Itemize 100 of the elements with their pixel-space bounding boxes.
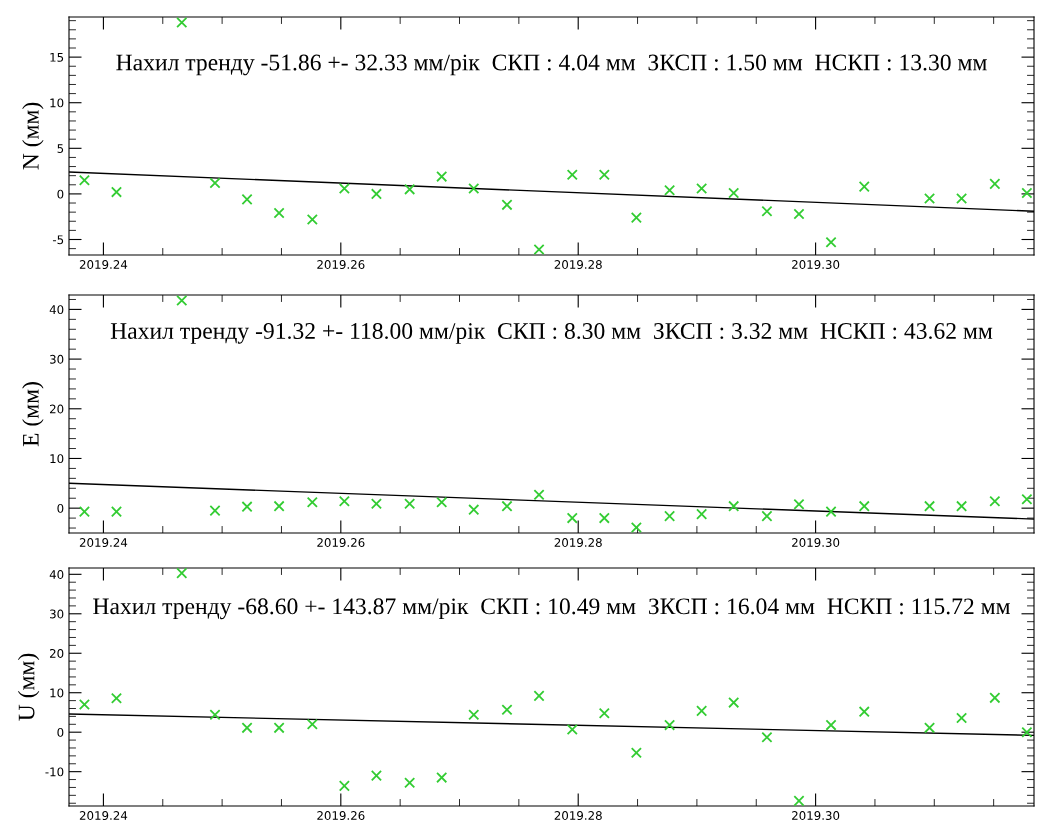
y-tick-label: 0 — [57, 189, 64, 199]
y-axis-title: E (мм) — [22, 382, 44, 447]
x-tick-label: 2019.24 — [79, 811, 128, 820]
point — [728, 697, 740, 709]
point — [501, 199, 513, 211]
point — [956, 500, 968, 512]
point — [436, 496, 448, 508]
point — [338, 780, 350, 792]
point — [696, 508, 708, 520]
point — [468, 504, 480, 516]
point — [241, 722, 253, 734]
point — [306, 496, 318, 508]
point — [78, 506, 90, 518]
point — [1021, 726, 1033, 738]
point — [273, 207, 285, 219]
point — [566, 169, 578, 181]
point — [78, 699, 90, 711]
x-tick-label: 2019.30 — [792, 260, 840, 269]
point — [989, 692, 1001, 704]
point — [566, 512, 578, 524]
y-tick-label: 20 — [49, 648, 64, 658]
y-tick-label: 30 — [50, 609, 64, 619]
y-axis-title: N (мм) — [22, 102, 44, 170]
point — [956, 192, 968, 205]
point — [989, 495, 1001, 507]
annotation: Нахил тренду -68.60 +- 143.87 мм/рік СКП : 10.49 мм ЗКСП : 16.04 мм НСКП : 115.72 мм — [93, 598, 1010, 620]
y-tick-label: 10 — [50, 454, 64, 464]
point — [468, 182, 480, 194]
point — [825, 719, 837, 731]
point — [110, 692, 123, 704]
x-tick-label: 2019.24 — [79, 538, 128, 547]
point — [176, 567, 188, 579]
point — [501, 704, 513, 716]
y-tick-label: 40 — [49, 570, 64, 579]
y-tick-label: 0 — [57, 503, 64, 513]
y-axis-title: U (мм) — [17, 653, 40, 721]
point — [241, 193, 253, 205]
point — [110, 506, 123, 518]
point — [989, 178, 1001, 190]
y-tick-label: 10 — [50, 688, 64, 698]
point — [858, 500, 870, 512]
point — [566, 723, 578, 735]
point — [923, 722, 936, 734]
point — [793, 795, 805, 807]
point — [370, 770, 382, 782]
point — [209, 709, 221, 721]
point — [630, 747, 642, 759]
annotation: Нахил тренду -51.86 +- 32.33 мм/рік СКП : 4.04 мм ЗКСП : 1.50 мм НСКП : 13.30 мм — [116, 54, 987, 76]
point — [468, 709, 480, 721]
point — [664, 510, 676, 522]
point — [858, 706, 870, 718]
y-tick-label: 5 — [57, 144, 64, 153]
point — [761, 205, 773, 217]
point — [728, 187, 740, 199]
y-tick-label: -5 — [52, 235, 64, 245]
point — [241, 501, 253, 513]
point — [338, 495, 350, 507]
point — [793, 208, 805, 220]
point — [696, 705, 708, 717]
point — [404, 498, 416, 510]
point — [110, 186, 123, 198]
point — [761, 731, 773, 743]
y-tick-label: 10 — [50, 98, 64, 108]
point — [923, 192, 936, 205]
x-tick-label: 2019.30 — [792, 811, 840, 820]
point — [306, 718, 318, 730]
point — [78, 174, 90, 186]
x-tick-label: 2019.26 — [317, 811, 365, 820]
point — [923, 500, 936, 512]
point — [598, 169, 610, 181]
point — [1021, 493, 1033, 505]
point — [728, 500, 740, 512]
point — [436, 171, 448, 183]
point — [338, 182, 350, 194]
x-tick-label: 2019.28 — [554, 811, 602, 820]
point — [598, 707, 610, 719]
point — [533, 243, 545, 256]
point — [696, 182, 708, 194]
point — [209, 177, 221, 189]
x-tick-label: 2019.28 — [554, 538, 602, 547]
point — [273, 722, 285, 734]
point — [793, 498, 805, 510]
x-tick-label: 2019.30 — [792, 538, 840, 547]
point — [404, 183, 416, 195]
point — [176, 294, 188, 307]
point — [956, 712, 968, 724]
point — [533, 489, 545, 501]
x-tick-label: 2019.24 — [79, 260, 128, 269]
x-tick-label: 2019.26 — [317, 538, 365, 547]
point — [630, 212, 642, 224]
point — [761, 510, 773, 522]
point — [1021, 187, 1033, 199]
y-tick-label: 15 — [50, 53, 64, 62]
y-tick-label: 0 — [57, 727, 64, 737]
point — [825, 236, 837, 248]
point — [598, 512, 610, 524]
point — [209, 505, 221, 517]
x-tick-label: 2019.26 — [317, 260, 365, 269]
point — [533, 690, 545, 702]
point — [370, 498, 382, 510]
